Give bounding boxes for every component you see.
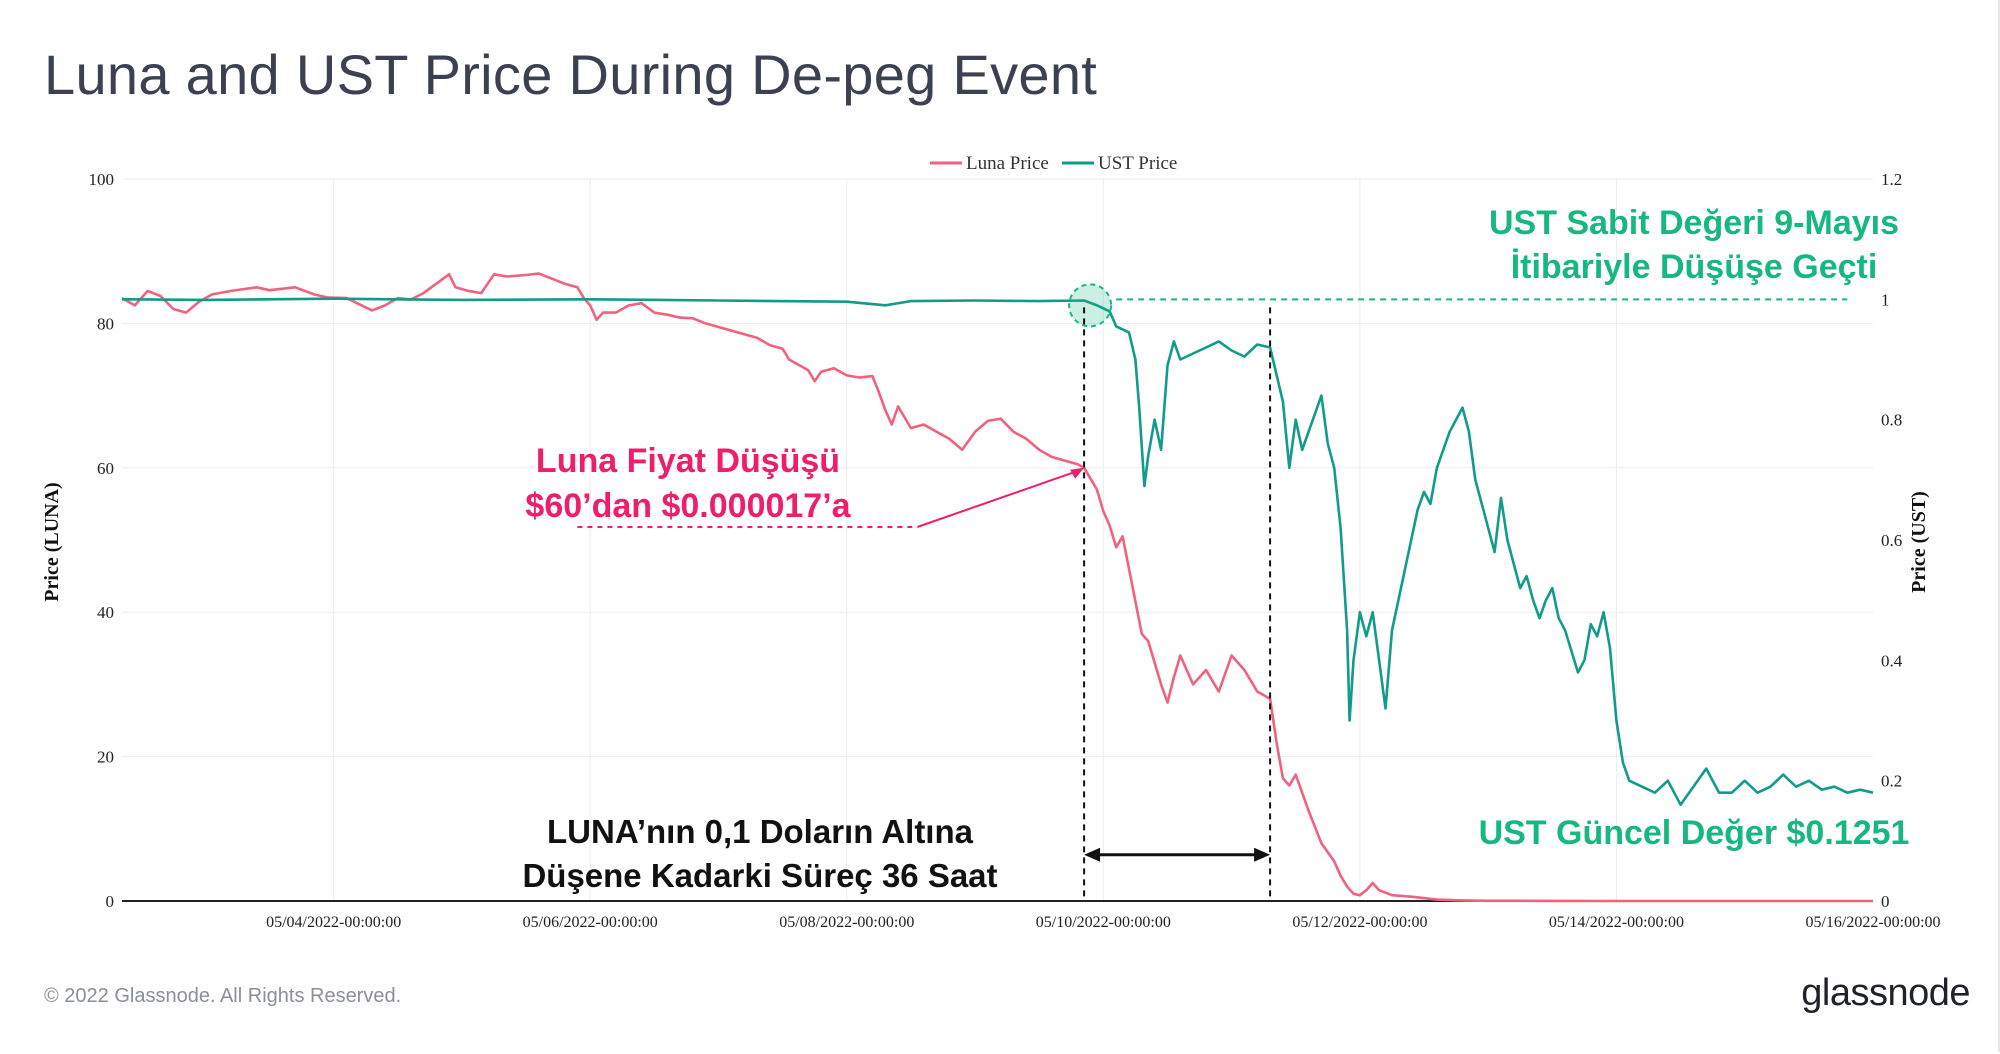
duration-annotation-line1: LUNA’nın 0,1 Doların Altına	[547, 813, 974, 850]
duration-annotation-line2: Düşene Kadarki Süreç 36 Saat	[522, 857, 997, 894]
depeg-marker-circle	[1068, 283, 1113, 328]
x-tick-label: 05/06/2022-00:00:00	[523, 914, 658, 931]
y-left-tick-label: 60	[97, 459, 114, 478]
page-title: Luna and UST Price During De-peg Event	[44, 43, 1098, 106]
duration-arrow-right-head	[1254, 847, 1271, 862]
y-right-tick-label: 1.2	[1881, 170, 1902, 189]
ust-depeg-annotation-line1: UST Sabit Değeri 9-Mayıs	[1489, 204, 1899, 242]
luna-drop-annotation-line1: Luna Fiyat Düşüşü	[536, 442, 840, 480]
luna-drop-annotation-line2: $60’dan $0.000017’a	[525, 487, 851, 525]
chart-ticks: 0 20 40 60 80 100 0 0.2 0.4 0.6 0.8 1 1.2 05/04/2022-…	[89, 170, 1941, 931]
y-left-tick-label: 80	[97, 314, 114, 333]
legend-luna-label[interactable]: Luna Price	[966, 153, 1049, 174]
ust-depeg-annotation-line2: İtibariyle Düşüşe Geçti	[1511, 248, 1878, 286]
x-tick-label: 05/10/2022-00:00:00	[1036, 914, 1171, 931]
legend-ust-label[interactable]: UST Price	[1098, 153, 1177, 174]
x-tick-label: 05/16/2022-00:00:00	[1805, 914, 1940, 931]
price-chart: 0 20 40 60 80 100 0 0.2 0.4 0.6 0.8 1 1.2 05/04/2022-…	[41, 153, 1941, 931]
y-right-tick-label: 0.4	[1881, 651, 1903, 670]
y-left-tick-label: 100	[89, 170, 115, 189]
y-right-tick-label: 0.2	[1881, 772, 1902, 791]
chart-grid	[122, 178, 1873, 902]
luna-drop-arrow-head	[1070, 467, 1085, 479]
x-tick-label: 05/04/2022-00:00:00	[266, 914, 401, 931]
y-right-tick-label: 0.8	[1881, 411, 1902, 430]
duration-arrow-left-head	[1084, 847, 1101, 862]
legend[interactable]: Luna Price UST Price	[930, 153, 1177, 174]
y-left-axis-label: Price (LUNA)	[41, 482, 63, 601]
y-left-tick-label: 40	[97, 603, 114, 622]
annotation-overlays	[577, 283, 1848, 901]
luna-price-line[interactable]	[121, 272, 1873, 903]
ust-price-line[interactable]	[121, 297, 1874, 806]
y-right-axis-label: Price (UST)	[1908, 491, 1930, 593]
glassnode-logo[interactable]: glassnode	[1801, 972, 1970, 1014]
y-right-tick-label: 1	[1881, 290, 1890, 309]
y-right-tick-label: 0	[1881, 892, 1890, 911]
ust-current-annotation: UST Güncel Değer $0.1251	[1479, 814, 1910, 852]
x-tick-label: 05/12/2022-00:00:00	[1292, 914, 1427, 931]
y-left-tick-label: 0	[106, 892, 115, 911]
x-tick-label: 05/08/2022-00:00:00	[779, 914, 914, 931]
luna-drop-arrow-line	[916, 469, 1079, 528]
y-left-tick-label: 20	[97, 748, 114, 767]
x-tick-label: 05/14/2022-00:00:00	[1549, 914, 1684, 931]
y-right-tick-label: 0.6	[1881, 531, 1902, 550]
copyright-text: © 2022 Glassnode. All Rights Reserved.	[44, 985, 402, 1007]
